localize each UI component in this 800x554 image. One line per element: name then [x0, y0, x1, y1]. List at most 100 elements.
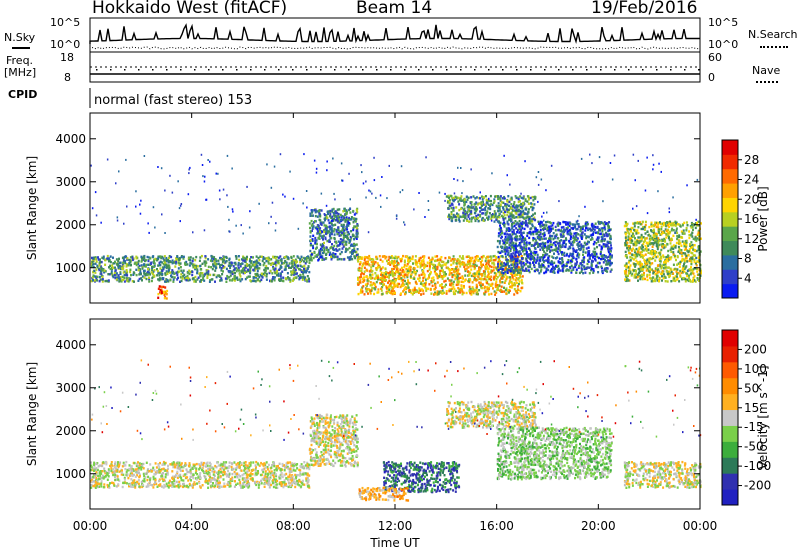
nave-mark: [110, 69, 112, 71]
scatter-dot: [206, 422, 208, 425]
scatter-dot: [188, 172, 190, 175]
scatter-dot: [209, 409, 211, 412]
scatter-dot: [658, 162, 660, 165]
scatter-dot: [106, 158, 109, 161]
scatter-dot: [695, 218, 697, 221]
panel-1-region-2: [157, 285, 169, 300]
colorbar-tick-label: 4: [744, 271, 752, 285]
scatter-dot: [503, 154, 505, 157]
scatter-dot: [476, 372, 478, 375]
scatter-dot: [135, 205, 137, 208]
colorbar-swatch: [722, 425, 738, 442]
scatter-dot: [509, 219, 512, 222]
scatter-dot: [634, 179, 636, 182]
scatter-dot: [328, 375, 331, 378]
scatter-dot: [214, 430, 217, 433]
scatter-dot: [192, 428, 194, 431]
scatter-dot: [460, 167, 462, 169]
nsearch-legend-line: [760, 46, 788, 48]
scatter-dot: [203, 229, 206, 232]
scatter-dot: [444, 199, 446, 202]
cpid-label: CPID: [8, 88, 38, 101]
nave-mark: [222, 69, 224, 71]
scatter-dot: [476, 419, 479, 422]
scatter-dot: [332, 157, 334, 160]
scatter-dot: [218, 189, 221, 192]
scatter-dot: [427, 200, 430, 202]
scatter-dot: [326, 160, 328, 163]
scatter-dot: [333, 435, 336, 438]
scatter-dot: [148, 231, 150, 234]
scatter-dot: [542, 219, 545, 222]
nsky-trace: [89, 23, 700, 44]
scatter-dot: [470, 168, 472, 171]
nave-mark: [292, 69, 294, 71]
scatter-dot: [268, 222, 270, 225]
scatter-dot: [302, 202, 304, 205]
scatter-dot: [283, 438, 285, 441]
scatter-dot: [140, 359, 143, 362]
scatter-dot: [226, 402, 228, 405]
nave-mark: [586, 69, 588, 71]
scatter-dot: [542, 383, 544, 386]
scatter-dot: [395, 215, 398, 217]
scatter-dot: [444, 422, 447, 425]
scatter-dot: [509, 426, 511, 428]
scatter-dot: [289, 364, 291, 367]
scatter-dot: [642, 426, 644, 429]
scatter-dot: [139, 203, 141, 206]
scatter-dot: [254, 413, 257, 416]
scatter-dot: [478, 425, 481, 427]
scatter-dot: [369, 190, 372, 193]
date-title: 19/Feb/2016: [591, 0, 698, 18]
colorbar-tick-label: 200: [744, 342, 767, 356]
scatter-dot: [660, 170, 662, 173]
scatter-dot: [126, 205, 128, 208]
scatter-dot: [537, 200, 539, 203]
scatter-dot: [283, 400, 285, 403]
scatter-dot: [234, 430, 237, 433]
scatter-dot: [474, 422, 476, 425]
scatter-dot: [136, 429, 139, 432]
scatter-dot: [552, 398, 554, 400]
scatter-dot: [297, 227, 300, 230]
scatter-dot: [558, 430, 561, 432]
scatter-dot: [242, 423, 245, 425]
scatter-dot: [526, 416, 528, 419]
scatter-dot: [408, 360, 410, 363]
nave-mark: [698, 69, 700, 71]
scatter-dot: [106, 423, 108, 425]
panel-2-region-4: [358, 486, 410, 502]
scatter-dot: [152, 392, 155, 394]
scatter-dot: [550, 395, 552, 398]
scatter-dot: [226, 154, 229, 157]
scatter-dot: [597, 433, 600, 436]
colorbar-swatch: [722, 154, 738, 170]
scatter-dot: [270, 215, 272, 218]
panel-2-region-3: [382, 460, 461, 494]
scatter-dot: [456, 179, 459, 182]
scatter-dot: [260, 384, 262, 386]
scatter-dot: [529, 217, 531, 220]
scatter-dot: [135, 393, 137, 396]
scatter-dot: [221, 423, 223, 425]
scatter-dot: [526, 388, 528, 391]
scatter-dot: [602, 200, 604, 203]
scatter-dot: [455, 410, 457, 413]
colorbar-swatch: [722, 473, 738, 490]
scatter-dot: [380, 401, 382, 403]
scatter-dot: [468, 217, 471, 220]
scatter-dot: [644, 189, 647, 192]
colorbar-tick-label: 50: [744, 381, 759, 395]
scatter-dot: [630, 422, 632, 425]
scatter-dot: [188, 366, 190, 369]
scatter-dot: [367, 383, 370, 386]
scatter-dot: [568, 428, 571, 431]
scatter-dot: [354, 434, 357, 437]
nave-mark: [516, 69, 518, 71]
nave-mark: [670, 69, 672, 71]
scatter-dot: [579, 392, 581, 395]
scatter-dot: [287, 431, 290, 434]
scatter-dot: [297, 364, 299, 367]
scatter-dot: [601, 420, 603, 422]
